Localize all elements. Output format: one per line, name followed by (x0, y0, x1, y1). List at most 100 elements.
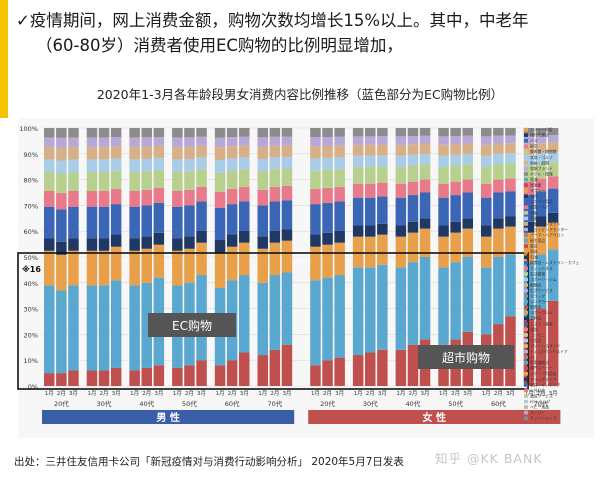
bar-segment-other (365, 128, 376, 137)
bar-segment-other (257, 158, 268, 172)
bar-segment-other (257, 248, 268, 283)
bar-segment-other (334, 136, 345, 146)
y-tick-label: 0% (28, 383, 38, 391)
legend-swatch (524, 288, 528, 293)
bar-segment-supermarket (184, 365, 195, 386)
bar-segment-other (269, 169, 281, 187)
legend-label: スポーツ用品店 (530, 371, 557, 376)
bar-segment-other (365, 236, 376, 268)
bar-segment-other (377, 182, 388, 197)
bar-segment-other (184, 128, 195, 138)
bar-segment-other (56, 209, 67, 242)
bar-segment-other (334, 186, 345, 202)
legend-label: ドラッグストア (530, 377, 557, 382)
bar-segment-other (56, 254, 67, 291)
bar-segment-other (419, 179, 431, 193)
bar-segment-other (523, 181, 535, 196)
x-tick-label: 2月 (408, 390, 417, 397)
bar-segment-other (395, 183, 407, 198)
age-group-label: 30代 (363, 399, 378, 408)
bar-segment-other (184, 146, 195, 159)
bar-segment-other (352, 183, 364, 198)
bar-segment-other (172, 137, 183, 147)
legend-label: タクシー (530, 188, 545, 193)
source-citation: 出处：三井住友信用卡公司「新冠疫情对与消费行动影响分析」 2020年5月7日发表 (14, 456, 404, 468)
gender-label-male: 男 性 (156, 411, 179, 424)
bar-segment-other (214, 128, 226, 138)
bar-segment-other (352, 136, 364, 145)
bar-segment-other (365, 197, 376, 226)
bar-segment-ec (419, 257, 431, 340)
bar-segment-other (535, 178, 547, 192)
bar-segment-other (269, 145, 281, 158)
bar-segment-other (269, 230, 281, 243)
bar-segment-other (419, 143, 431, 154)
bar-segment-other (68, 137, 79, 147)
bar-segment-supermarket (547, 300, 559, 386)
legend-swatch (524, 188, 528, 193)
bar-segment-other (68, 159, 79, 173)
bar-segment-other (462, 135, 473, 144)
x-tick-label: 3月 (549, 390, 558, 397)
legend-label: レジャー施設 (530, 127, 553, 132)
bar-segment-other (535, 191, 547, 217)
bar-segment-other (547, 176, 559, 189)
bar-segment-other (172, 159, 183, 173)
bar-segment-other (352, 155, 364, 168)
bar-segment-other (44, 137, 55, 147)
legend-label: ベビー用品 (530, 405, 549, 410)
x-tick-label: 1月 (482, 390, 491, 397)
bar-segment-other (98, 172, 110, 191)
bar-segment-supermarket (523, 318, 535, 386)
bar-segment-other (365, 167, 376, 184)
bar-segment-supermarket (281, 344, 293, 386)
age-group-label: 20代 (320, 399, 335, 408)
legend-swatch (524, 233, 528, 237)
bar-segment-other (535, 216, 547, 227)
legend-label: 書店 (530, 244, 538, 249)
bar-segment-other (377, 144, 388, 156)
bar-segment-other (365, 183, 376, 198)
bar-segment-ec (438, 267, 449, 345)
bar-segment-other (322, 145, 333, 158)
age-group-label: 70代 (267, 399, 282, 408)
x-tick-label: 2月 (323, 390, 332, 397)
age-group-label: 20代 (54, 399, 69, 408)
bar-segment-supermarket (310, 365, 321, 386)
bar-segment-other (377, 136, 388, 145)
bar-segment-other (226, 204, 238, 235)
bar-segment-other (462, 128, 473, 136)
x-tick-label: 2月 (185, 390, 194, 397)
bar-segment-ec (352, 267, 364, 356)
bar-segment-other (110, 188, 122, 205)
bar-segment-supermarket (98, 370, 110, 386)
bar-segment-other (153, 202, 165, 233)
bar-segment-other (419, 135, 431, 144)
bar-segment-other (493, 179, 504, 193)
bar-segment-other (98, 137, 110, 147)
bar-segment-other (407, 128, 419, 137)
y-tick-label: 60% (24, 228, 38, 236)
bar-segment-other (462, 143, 473, 154)
bar-segment-other (310, 128, 321, 138)
chart-title: 2020年1-3月各年龄段男女消费内容比例推移（蓝色部分为EC购物比例） (96, 87, 504, 102)
bar-segment-other (56, 193, 67, 210)
legend-label: 飲食店・レストラン・カフェ (530, 260, 580, 265)
bar-segment-other (281, 128, 293, 137)
legend-swatch (524, 366, 528, 371)
legend-swatch (524, 322, 528, 326)
bar-segment-other (257, 137, 268, 147)
legend-swatch (524, 222, 528, 226)
x-tick-label: 1月 (216, 390, 225, 397)
legend-label: フィットネス (530, 266, 553, 271)
legend-label: 家具・インテリア (530, 382, 561, 387)
bar-segment-other (493, 192, 504, 219)
bar-segment-other (322, 244, 333, 278)
bar-segment-other (257, 146, 268, 159)
bar-segment-other (322, 187, 333, 203)
legend-swatch (524, 360, 528, 365)
legend-swatch (524, 327, 528, 332)
bar-segment-other (68, 206, 79, 239)
bar-segment-supermarket (196, 360, 207, 386)
